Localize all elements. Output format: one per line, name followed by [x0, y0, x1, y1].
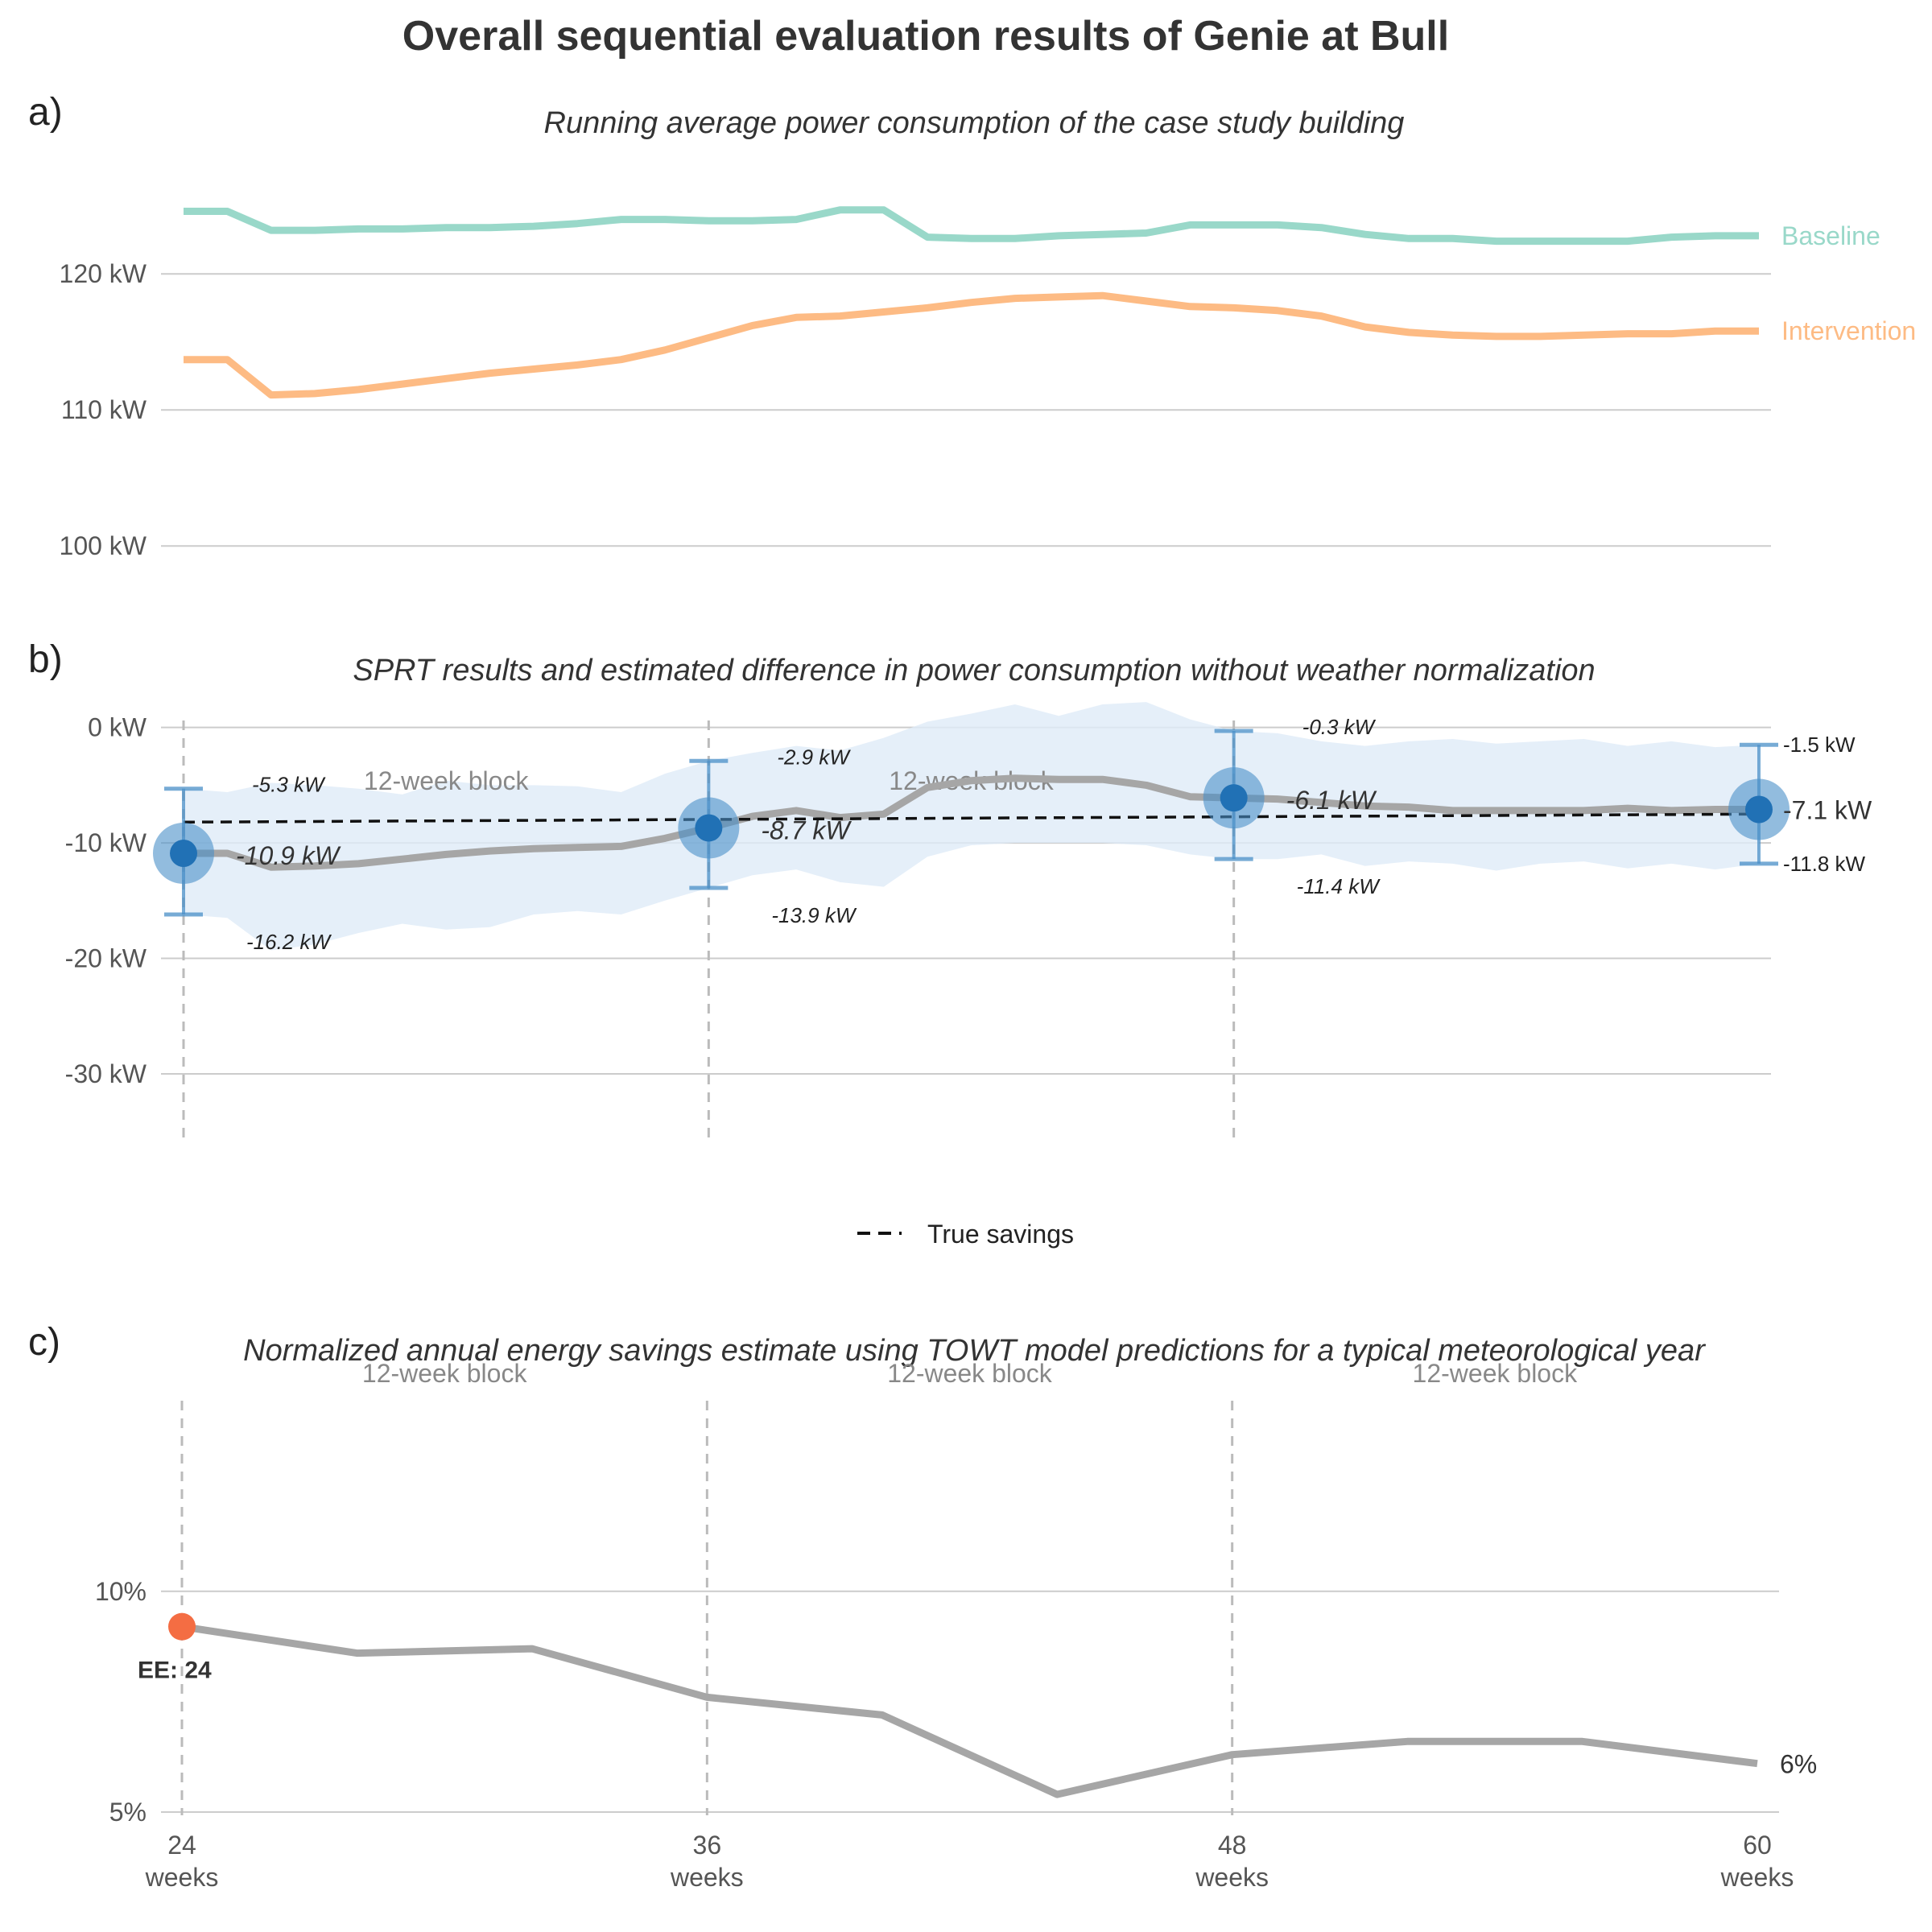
y-tick-label: -20 kW — [65, 944, 147, 973]
panel-b-letter: b) — [28, 638, 63, 681]
savings-line — [181, 1623, 1758, 1798]
lower-label: -13.9 kW — [771, 903, 857, 927]
end-label: 6% — [1780, 1750, 1817, 1779]
legend: True savings — [857, 1220, 1074, 1249]
sprt-point — [1745, 795, 1773, 824]
sprt-point — [695, 814, 723, 842]
panel-c-early-exit: EE: 24 — [138, 1612, 212, 1684]
x-tick-unit: weeks — [670, 1863, 744, 1892]
x-tick-unit: weeks — [1720, 1863, 1794, 1892]
estimate-label: -10.9 kW — [236, 841, 341, 870]
sprt-point — [1220, 784, 1248, 812]
y-tick-label: 120 kW — [60, 259, 147, 288]
upper-label: -0.3 kW — [1302, 715, 1377, 739]
panel-c: c) Normalized annual energy savings esti… — [28, 1321, 1817, 1892]
y-tick-label: 0 kW — [88, 713, 147, 742]
panel-a-series — [184, 206, 1759, 399]
panel-a-y-ticks: 100 kW 110 kW 120 kW — [60, 259, 147, 560]
panel-c-block-labels: 12-week block 12-week block 12-week block — [362, 1359, 1578, 1388]
series-line-intervention — [184, 291, 1759, 399]
estimate-label: -8.7 kW — [761, 815, 852, 844]
y-tick-label: -10 kW — [65, 828, 147, 857]
confidence-band — [184, 702, 1759, 951]
series-line-baseline — [184, 206, 1759, 246]
y-tick-label: 5% — [109, 1798, 147, 1827]
panel-a: a) Running average power consumption of … — [28, 91, 1916, 560]
y-tick-label: -30 kW — [65, 1059, 147, 1088]
y-tick-label: 10% — [95, 1577, 147, 1606]
upper-label: -5.3 kW — [252, 773, 326, 797]
x-axis-ticks: 24 weeks 36 weeks 48 weeks 60 weeks — [145, 1831, 1794, 1892]
panel-c-letter: c) — [28, 1321, 60, 1364]
true-savings-line — [183, 812, 1760, 824]
panel-b-confidence-band — [184, 702, 1759, 951]
x-tick-label: 60 — [1743, 1831, 1772, 1860]
estimate-line — [184, 774, 1759, 871]
panel-a-grid — [161, 273, 1771, 547]
x-tick-label: 24 — [167, 1831, 196, 1860]
x-tick-label: 36 — [693, 1831, 722, 1860]
block-label: 12-week block — [362, 1359, 528, 1388]
panel-b-sprt-points — [153, 729, 1790, 917]
estimate-label: -7.1 kW — [1783, 796, 1872, 825]
panel-b-y-ticks: 0 kW -10 kW -20 kW -30 kW — [65, 713, 147, 1088]
panel-a-series-labels: Baseline Intervention — [1781, 221, 1916, 345]
panel-c-block-dividers — [180, 1401, 1234, 1815]
panel-c-subtitle: Normalized annual energy savings estimat… — [243, 1334, 1706, 1368]
panel-b-annotations: -10.9 kW -5.3 kW -16.2 kW -8.7 kW -2.9 kW -13… — [236, 715, 1872, 954]
sprt-point — [170, 840, 197, 868]
block-label: 12-week block — [364, 766, 530, 795]
figure-title: Overall sequential evaluation results of… — [402, 13, 1449, 60]
upper-label: -1.5 kW — [1783, 733, 1856, 757]
block-label: 12-week block — [887, 1359, 1053, 1388]
panel-b-estimate — [184, 774, 1759, 871]
lower-label: -11.8 kW — [1783, 852, 1866, 876]
lower-label: -16.2 kW — [246, 930, 332, 954]
panel-a-subtitle: Running average power consumption of the… — [544, 106, 1405, 140]
panel-c-grid — [161, 1590, 1779, 1814]
x-tick-label: 48 — [1218, 1831, 1247, 1860]
series-label-intervention: Intervention — [1781, 316, 1916, 345]
panel-b: b) SPRT results and estimated difference… — [28, 638, 1872, 1139]
upper-label: -2.9 kW — [777, 745, 851, 769]
y-tick-label: 100 kW — [60, 531, 147, 560]
x-tick-unit: weeks — [145, 1863, 219, 1892]
x-tick-unit: weeks — [1195, 1863, 1269, 1892]
block-label: 12-week block — [1413, 1359, 1579, 1388]
panel-a-letter: a) — [28, 91, 63, 134]
panel-c-y-ticks: 5% 10% — [95, 1577, 147, 1827]
early-exit-label: EE: 24 — [138, 1657, 212, 1684]
y-tick-label: 110 kW — [61, 395, 147, 424]
early-exit-point — [168, 1612, 196, 1641]
panel-c-savings-line: 6% — [181, 1623, 1817, 1798]
estimate-label: -6.1 kW — [1286, 786, 1377, 815]
panel-b-subtitle: SPRT results and estimated difference in… — [353, 654, 1595, 687]
legend-true-savings-label: True savings — [927, 1220, 1074, 1249]
panel-b-true-savings — [183, 812, 1760, 824]
lower-label: -11.4 kW — [1297, 874, 1381, 898]
series-label-baseline: Baseline — [1781, 221, 1880, 250]
